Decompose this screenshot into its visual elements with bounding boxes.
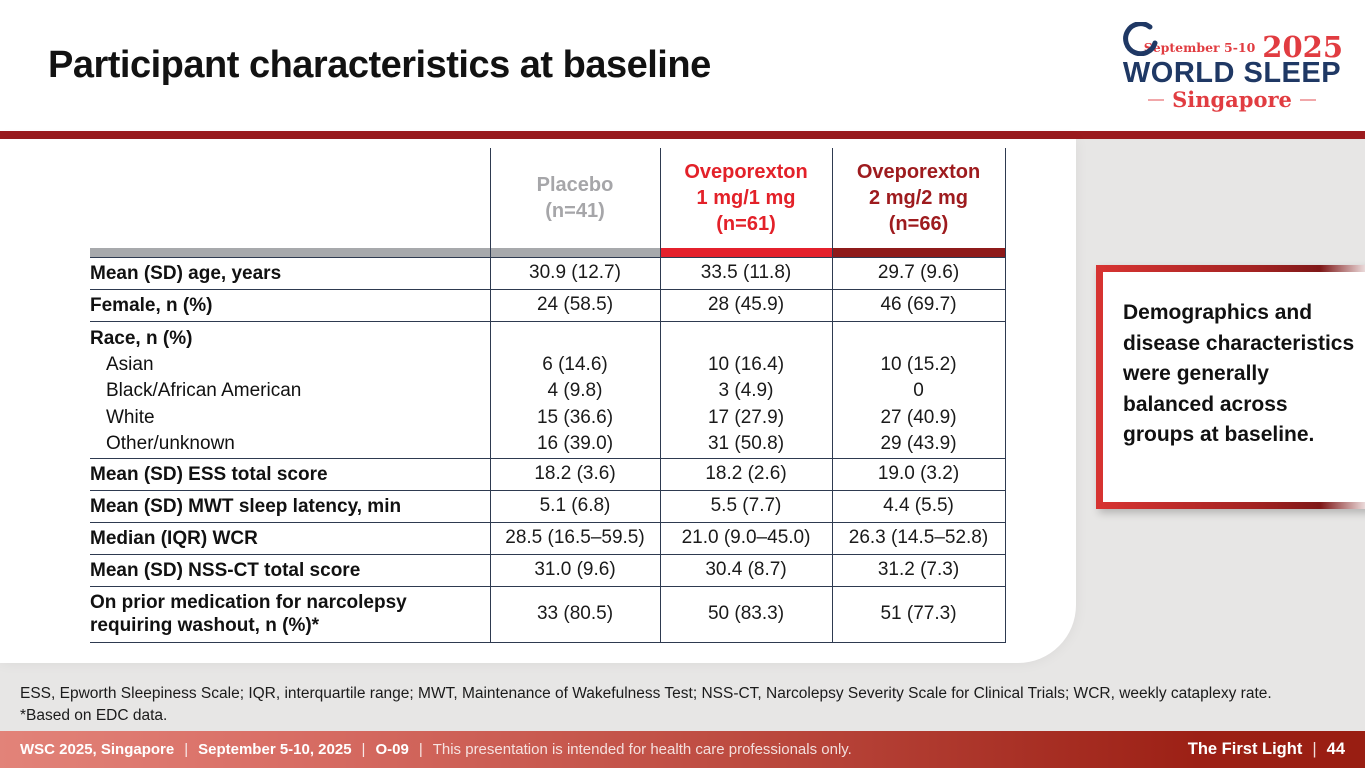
logo-dash-left [1148,98,1165,101]
row-value: 18.2 (3.6) [489,457,660,491]
row-value: 31.0 (9.6) [489,553,660,587]
row-value: 46 (69.7) [831,288,1006,321]
logo-city: Singapore [1172,87,1292,112]
baseline-characteristics-table: Placebo (n=41) Oveporexton 1 mg/1 mg (n=61) O… [90,148,1006,643]
column-header-placebo: Placebo (n=41) [489,148,660,248]
row-value: 18.2 (2.6) [659,457,832,491]
row-value: 19.0 (3.2) [831,457,1006,491]
table-row: Race, n (%) Asian Black/African American Wh… [90,320,1006,459]
footer-disclaimer: This presentation is intended for health… [432,741,852,758]
logo-name: WORLD SLEEP [1122,57,1342,89]
row-value: 30.4 (8.7) [659,553,832,587]
row-label: Mean (SD) ESS total score [90,457,490,491]
table-row: On prior medication for narcolepsy requi… [90,585,1006,643]
key-message-callout: Demographics and disease characteristics… [1096,265,1365,509]
row-value: 26.3 (14.5–52.8) [831,521,1006,555]
footer-right: The First Light | 44 [1188,740,1345,759]
row-value: 4.4 (5.5) [831,489,1006,523]
label-column-bar [90,248,490,257]
column-header-oveporexton-2mg: Oveporexton 2 mg/2 mg (n=66) [831,148,1006,248]
footer-event: WSC 2025, Singapore [20,741,175,758]
row-label: Female, n (%) [90,288,490,321]
row-label: Mean (SD) NSS-CT total score [90,553,490,587]
key-message-text: Demographics and disease characteristics… [1123,301,1355,446]
row-value: 29.7 (9.6) [831,256,1006,289]
world-sleep-logo: September 5-10 2025 WORLD SLEEP Singapor… [1117,21,1347,112]
table-corner-cell [90,148,490,248]
row-label: Race, n (%) Asian Black/African American Wh… [90,320,490,459]
row-value: 30.9 (12.7) [489,256,660,289]
footnote-abbreviations: ESS, Epworth Sleepiness Scale; IQR, inte… [20,685,1272,702]
baseline-table-container: Placebo (n=41) Oveporexton 1 mg/1 mg (n=61) O… [90,148,1006,643]
table-row: Mean (SD) ESS total score 18.2 (3.6) 18.2 … [90,457,1006,491]
row-value: 5.1 (6.8) [489,489,660,523]
table-row: Median (IQR) WCR 28.5 (16.5–59.5) 21.0 (9.… [90,521,1006,555]
title-divider [0,131,1365,139]
row-value: 28.5 (16.5–59.5) [489,521,660,555]
table-panel: Placebo (n=41) Oveporexton 1 mg/1 mg (n=61) O… [0,139,1076,663]
logo-dash-right [1299,98,1316,101]
row-value: 5.5 (7.7) [659,489,832,523]
row-label: Mean (SD) age, years [90,256,490,289]
row-label: Mean (SD) MWT sleep latency, min [90,489,490,523]
footnotes: ESS, Epworth Sleepiness Scale; IQR, inte… [20,683,1272,727]
row-value: 10 (15.2) 0 27 (40.9) 29 (43.9) [831,320,1006,459]
table-row: Mean (SD) NSS-CT total score 31.0 (9.6) 30… [90,553,1006,587]
table-row: Mean (SD) MWT sleep latency, min 5.1 (6.8… [90,489,1006,523]
footer-page-number: 44 [1326,740,1345,758]
footer-separator: | [418,741,423,758]
footer-separator: | [184,741,189,758]
column-bar-oveporexton-1mg [659,248,832,257]
footnote-edc: *Based on EDC data. [20,707,168,724]
row-value: 51 (77.3) [831,585,1006,643]
row-value: 24 (58.5) [489,288,660,321]
footer-abstract-code: O-09 [375,741,409,758]
footer-bar: WSC 2025, Singapore | September 5-10, 20… [0,731,1365,768]
row-value: 33 (80.5) [489,585,660,643]
footer-study-name: The First Light [1187,740,1303,758]
row-value: 6 (14.6) 4 (9.8) 15 (36.6) 16 (39.0) [489,320,660,459]
footer-dates: September 5-10, 2025 [198,741,352,758]
row-label: Median (IQR) WCR [90,521,490,555]
logo-year: 2025 [1262,30,1343,64]
footer-separator: | [1312,740,1317,758]
crescent-moon-icon [1119,21,1159,61]
column-bar-placebo [489,248,660,257]
row-value: 33.5 (11.8) [659,256,832,289]
table-row: Female, n (%) 24 (58.5) 28 (45.9) 46 (69.7) [90,288,1006,321]
table-row: Mean (SD) age, years 30.9 (12.7) 33.5 (11.… [90,256,1006,289]
row-value: 50 (83.3) [659,585,832,643]
row-value: 31.2 (7.3) [831,553,1006,587]
footer-left: WSC 2025, Singapore | September 5-10, 20… [20,741,852,758]
footer-separator: | [361,741,366,758]
row-value: 28 (45.9) [659,288,832,321]
row-label: On prior medication for narcolepsy requi… [90,585,490,643]
row-value: 21.0 (9.0–45.0) [659,521,832,555]
page-title: Participant characteristics at baseline [48,44,711,86]
column-header-oveporexton-1mg: Oveporexton 1 mg/1 mg (n=61) [659,148,832,248]
column-bar-oveporexton-2mg [831,248,1006,257]
row-value: 10 (16.4) 3 (4.9) 17 (27.9) 31 (50.8) [659,320,832,459]
logo-dates: September 5-10 [1143,40,1256,55]
